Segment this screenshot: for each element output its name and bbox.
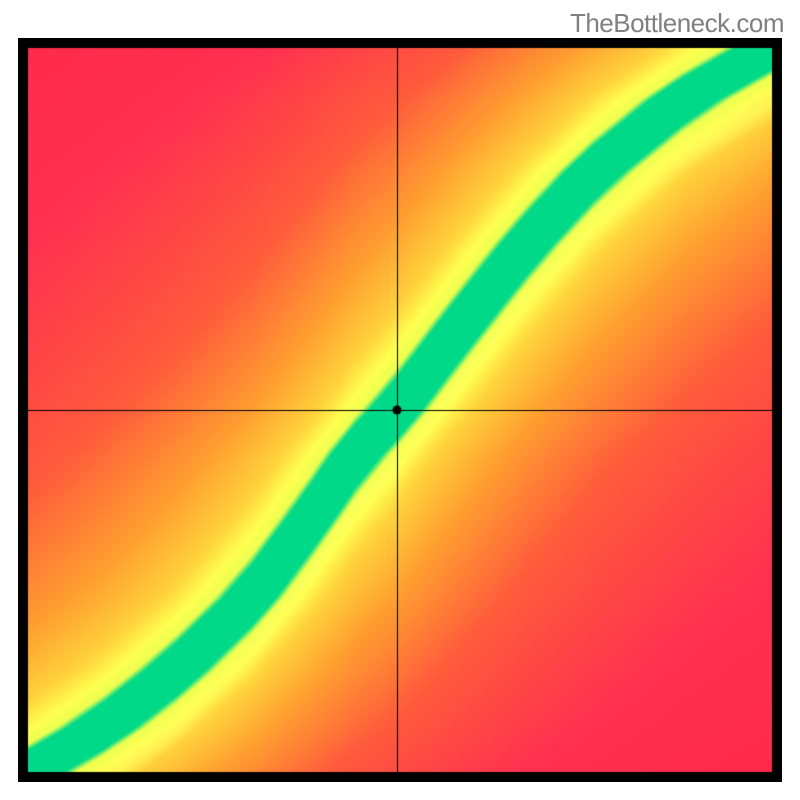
heatmap-chart bbox=[18, 38, 782, 782]
watermark-text: TheBottleneck.com bbox=[570, 8, 784, 39]
